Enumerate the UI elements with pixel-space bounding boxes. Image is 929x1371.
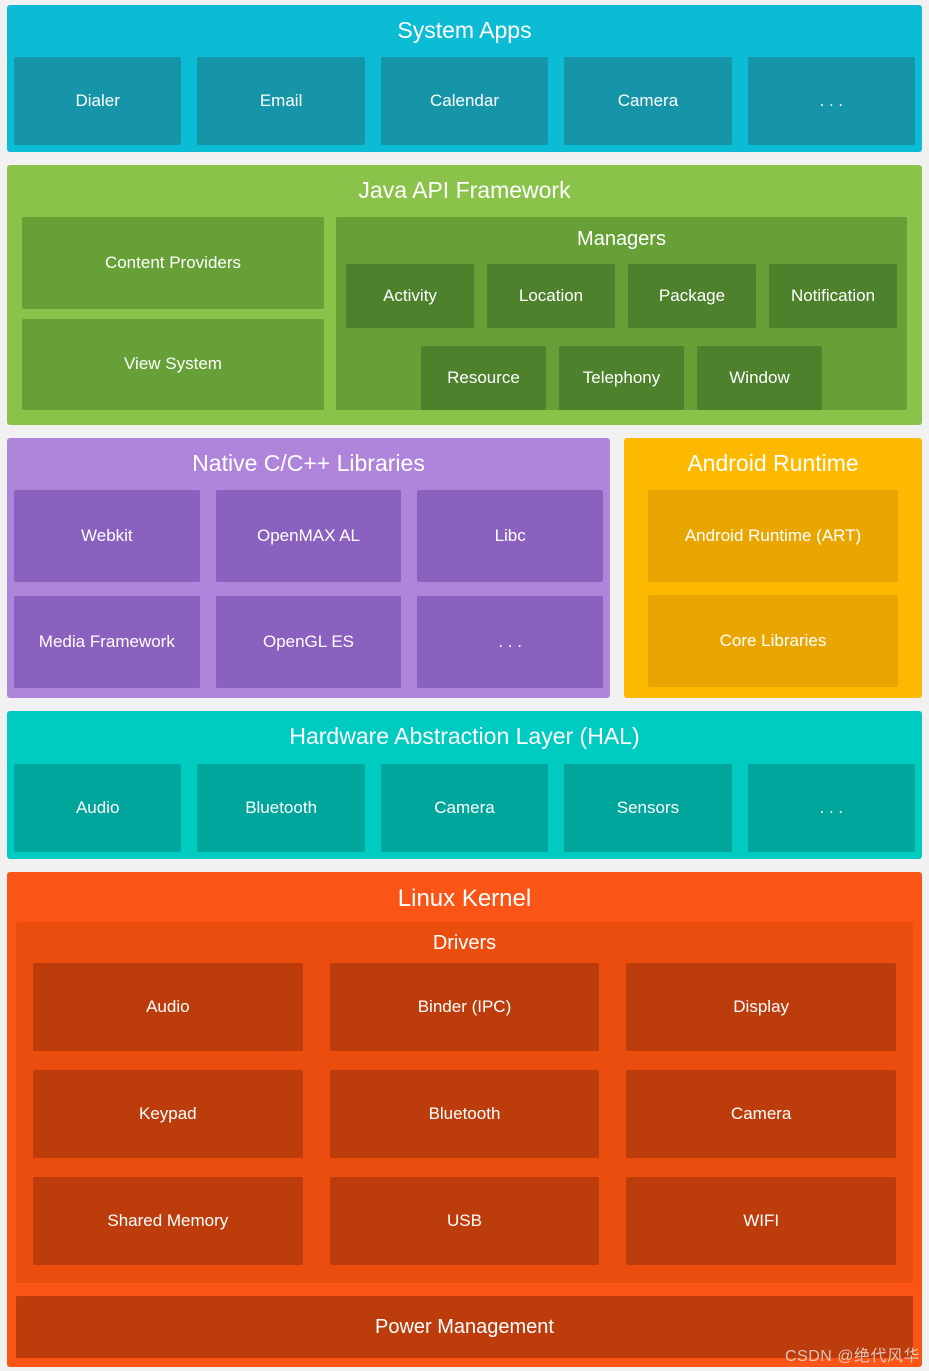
layer-system-apps: System Apps Dialer Email Calendar Camera…: [7, 5, 922, 152]
system-apps-item-email: Email: [197, 57, 365, 145]
native-libraries-title: Native C/C++ Libraries: [192, 450, 425, 476]
layer-linux-kernel: Linux Kernel Drivers Audio Binder (IPC) …: [7, 872, 922, 1367]
native-item-libc: Libc: [417, 490, 603, 582]
native-and-runtime-row: Native C/C++ Libraries Webkit OpenMAX AL…: [7, 438, 922, 698]
system-apps-row: Dialer Email Calendar Camera . . .: [7, 57, 922, 152]
native-item-ellipsis: . . .: [417, 596, 603, 688]
power-management-box: Power Management: [16, 1296, 913, 1358]
driver-item-bluetooth: Bluetooth: [329, 1070, 600, 1158]
hal-title: Hardware Abstraction Layer (HAL): [289, 723, 640, 749]
hal-item-bluetooth: Bluetooth: [197, 764, 365, 852]
driver-item-audio: Audio: [33, 963, 303, 1051]
linux-kernel-title: Linux Kernel: [397, 885, 532, 912]
native-item-media-framework: Media Framework: [14, 596, 200, 688]
manager-item-window: Window: [697, 346, 822, 410]
layer-java-api-framework: Java API Framework Content Providers Vie…: [7, 165, 922, 425]
android-runtime-title: Android Runtime: [687, 450, 859, 476]
manager-item-telephony: Telephony: [559, 346, 684, 410]
driver-item-keypad: Keypad: [33, 1070, 303, 1158]
manager-item-notification: Notification: [769, 264, 897, 328]
drivers-title: Drivers: [432, 932, 497, 954]
android-runtime-body: Android Runtime (ART) Core Libraries: [624, 490, 922, 697]
java-api-left-column: Content Providers View System: [22, 217, 324, 410]
native-libraries-grid: Webkit OpenMAX AL Libc Media Framework O…: [7, 490, 610, 698]
hal-item-sensors: Sensors: [564, 764, 732, 852]
java-item-view-system: View System: [22, 318, 324, 410]
driver-item-shared-memory: Shared Memory: [33, 1177, 303, 1265]
driver-item-wifi: WIFI: [626, 1177, 896, 1265]
layer-hal: Hardware Abstraction Layer (HAL) Audio B…: [7, 711, 922, 859]
watermark: CSDN @绝代风华: [784, 1348, 920, 1365]
managers-title: Managers: [577, 228, 666, 250]
hal-row: Audio Bluetooth Camera Sensors . . .: [7, 764, 922, 859]
native-item-webkit: Webkit: [14, 490, 200, 582]
manager-item-location: Location: [487, 264, 615, 328]
hal-item-ellipsis: . . .: [747, 764, 916, 852]
system-apps-item-calendar: Calendar: [380, 57, 549, 145]
runtime-item-art: Android Runtime (ART): [648, 490, 898, 582]
hal-item-audio: Audio: [14, 764, 182, 852]
system-apps-title: System Apps: [397, 17, 532, 43]
driver-item-binder-ipc: Binder (IPC): [329, 963, 600, 1051]
native-item-opengl-es: OpenGL ES: [215, 596, 402, 688]
drivers-group: Drivers Audio Binder (IPC) Display Keypa…: [16, 922, 913, 1283]
java-item-content-providers: Content Providers: [22, 217, 324, 309]
managers-row-1: Activity Location Package Notification: [336, 264, 907, 328]
layer-android-runtime: Android Runtime Android Runtime (ART) Co…: [624, 438, 922, 698]
manager-item-activity: Activity: [346, 264, 474, 328]
hal-item-camera: Camera: [380, 764, 549, 852]
runtime-item-core-libraries: Core Libraries: [648, 595, 898, 687]
android-architecture-diagram: System Apps Dialer Email Calendar Camera…: [7, 5, 922, 1367]
driver-item-display: Display: [626, 963, 896, 1051]
native-item-openmax-al: OpenMAX AL: [215, 490, 402, 582]
driver-item-usb: USB: [329, 1177, 600, 1265]
layer-native-libraries: Native C/C++ Libraries Webkit OpenMAX AL…: [7, 438, 610, 698]
system-apps-item-dialer: Dialer: [14, 57, 182, 145]
system-apps-item-camera: Camera: [564, 57, 732, 145]
managers-group: Managers Activity Location Package Notif…: [336, 217, 907, 410]
system-apps-item-ellipsis: . . .: [747, 57, 916, 145]
java-api-body: Content Providers View System Managers A…: [7, 217, 922, 425]
driver-item-camera: Camera: [626, 1070, 896, 1158]
drivers-grid: Audio Binder (IPC) Display Keypad Blueto…: [16, 963, 913, 1265]
managers-row-2: Resource Telephony Window: [336, 346, 907, 410]
manager-item-package: Package: [628, 264, 756, 328]
manager-item-resource: Resource: [421, 346, 546, 410]
java-api-title: Java API Framework: [358, 177, 571, 203]
